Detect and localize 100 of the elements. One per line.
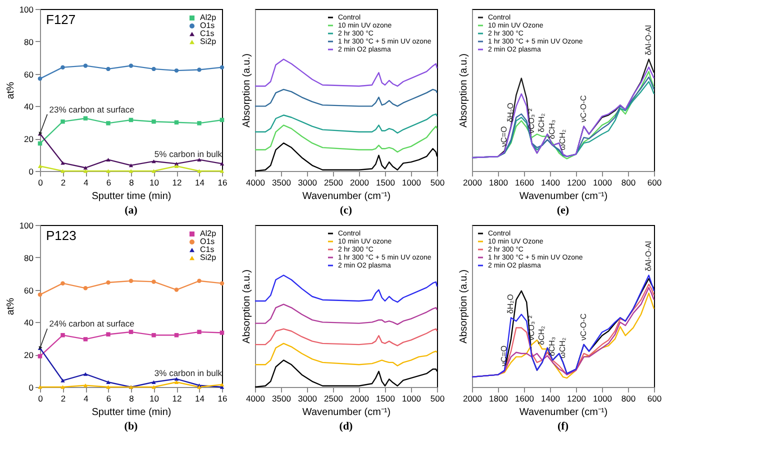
annotation: 24% carbon at surface [49,318,135,329]
annotation: δAl-O-Al [644,240,653,272]
point [128,278,134,284]
x-tick-label: 8 [129,178,134,188]
x-axis-title: Wavenumber (cm⁻¹) [302,407,391,418]
x-tick-label: 800 [621,178,636,188]
point [174,333,179,338]
x-tick-label: 2500 [324,178,344,188]
point [106,332,110,336]
text: (e) [556,204,570,216]
y-axis-title: Absorption (a.u.) [242,270,252,344]
point [174,377,179,381]
annotation: νCO₃⁻² [526,315,536,341]
point [152,159,156,164]
point [152,380,156,384]
point [197,158,202,162]
point [128,169,134,173]
x-tick-label: 1000 [402,178,422,188]
annotation: 3% carbon in bulk [154,368,223,378]
x-tick-label: 3000 [298,178,318,188]
point [106,121,110,126]
y-tick-label: 20 [24,350,34,360]
point [106,385,110,389]
annotation: δH₂O [506,294,515,314]
point [38,385,42,389]
point [83,286,88,290]
x-tick-label: 1500 [376,394,396,404]
x-axis-title: Sputter time (min) [92,191,172,202]
legend-label: Al2p [200,13,217,22]
x-tick-label: 4 [84,178,89,188]
annotation: δCH₃ [548,120,557,140]
y-tick-label: 80 [24,252,34,263]
point [152,385,156,389]
legend-label: C1s [200,245,214,254]
x-tick-label: 14 [195,394,205,404]
point [220,169,224,173]
x-tick-label: 12 [172,394,182,404]
x-tick-label: 1600 [515,178,534,188]
point [220,382,224,386]
x-tick-label: 3500 [272,394,292,404]
x-tick-label: 800 [621,394,636,404]
y-axis-title: at% [5,298,16,316]
annotation: ωCH₂ [558,338,567,358]
point [152,169,156,173]
x-tick-label: 1000 [593,394,612,404]
y-axis-title: Absorption (a.u.) [458,54,470,128]
legend-label: Si2p [200,37,217,46]
x-tick-label: 1400 [541,394,560,404]
x-tick-label: 4000 [246,394,266,404]
point [38,164,42,168]
point [197,68,202,72]
point [83,166,88,170]
y-tick-label: 20 [24,134,34,144]
point [60,65,65,70]
text: (a) [124,204,138,216]
legend-label: O1s [200,237,215,246]
x-tick-label: 1800 [489,178,508,188]
y-tick-label: 60 [24,285,34,296]
x-tick-label: 10 [150,394,160,404]
point [60,378,65,382]
point [83,64,88,68]
x-tick-label: 10 [150,178,160,188]
x-tick-label: 2 [60,178,66,188]
point [83,372,88,376]
point [128,64,134,68]
chart-title: F127 [46,12,76,27]
x-tick-label: 4000 [246,178,266,188]
x-tick-label: 2000 [350,394,370,404]
point [60,385,65,389]
point [38,354,42,358]
x-tick-label: 1000 [402,394,422,404]
point [152,333,156,338]
point [83,337,88,342]
x-tick-label: 0 [38,394,44,404]
x-tick-label: 1600 [515,394,534,404]
y-tick-label: 0 [28,382,34,392]
point [106,280,110,285]
point [60,333,65,338]
annotation: δAl-O-Al [644,24,653,56]
annotation: δCH₃ [548,336,557,356]
x-tick-label: 4 [84,394,89,404]
annotation: ωCH₂ [558,129,567,150]
point [83,169,88,173]
x-tick-label: 6 [106,394,112,404]
x-tick-label: 6 [106,178,112,188]
y-tick-label: 100 [19,4,34,14]
legend-label: Al2p [200,229,217,238]
annotation: δCH₂ [537,326,546,346]
x-tick-label: 600 [647,394,662,404]
point [38,292,42,297]
point [220,65,224,70]
point [83,116,88,120]
text: (d) [339,420,354,432]
point [106,169,110,173]
y-tick-label: 60 [24,69,34,80]
x-tick-label: 0 [38,178,44,188]
point [60,281,65,286]
x-tick-label: 2 [60,394,66,404]
x-tick-label: 16 [218,178,228,188]
x-tick-label: 12 [172,178,182,188]
